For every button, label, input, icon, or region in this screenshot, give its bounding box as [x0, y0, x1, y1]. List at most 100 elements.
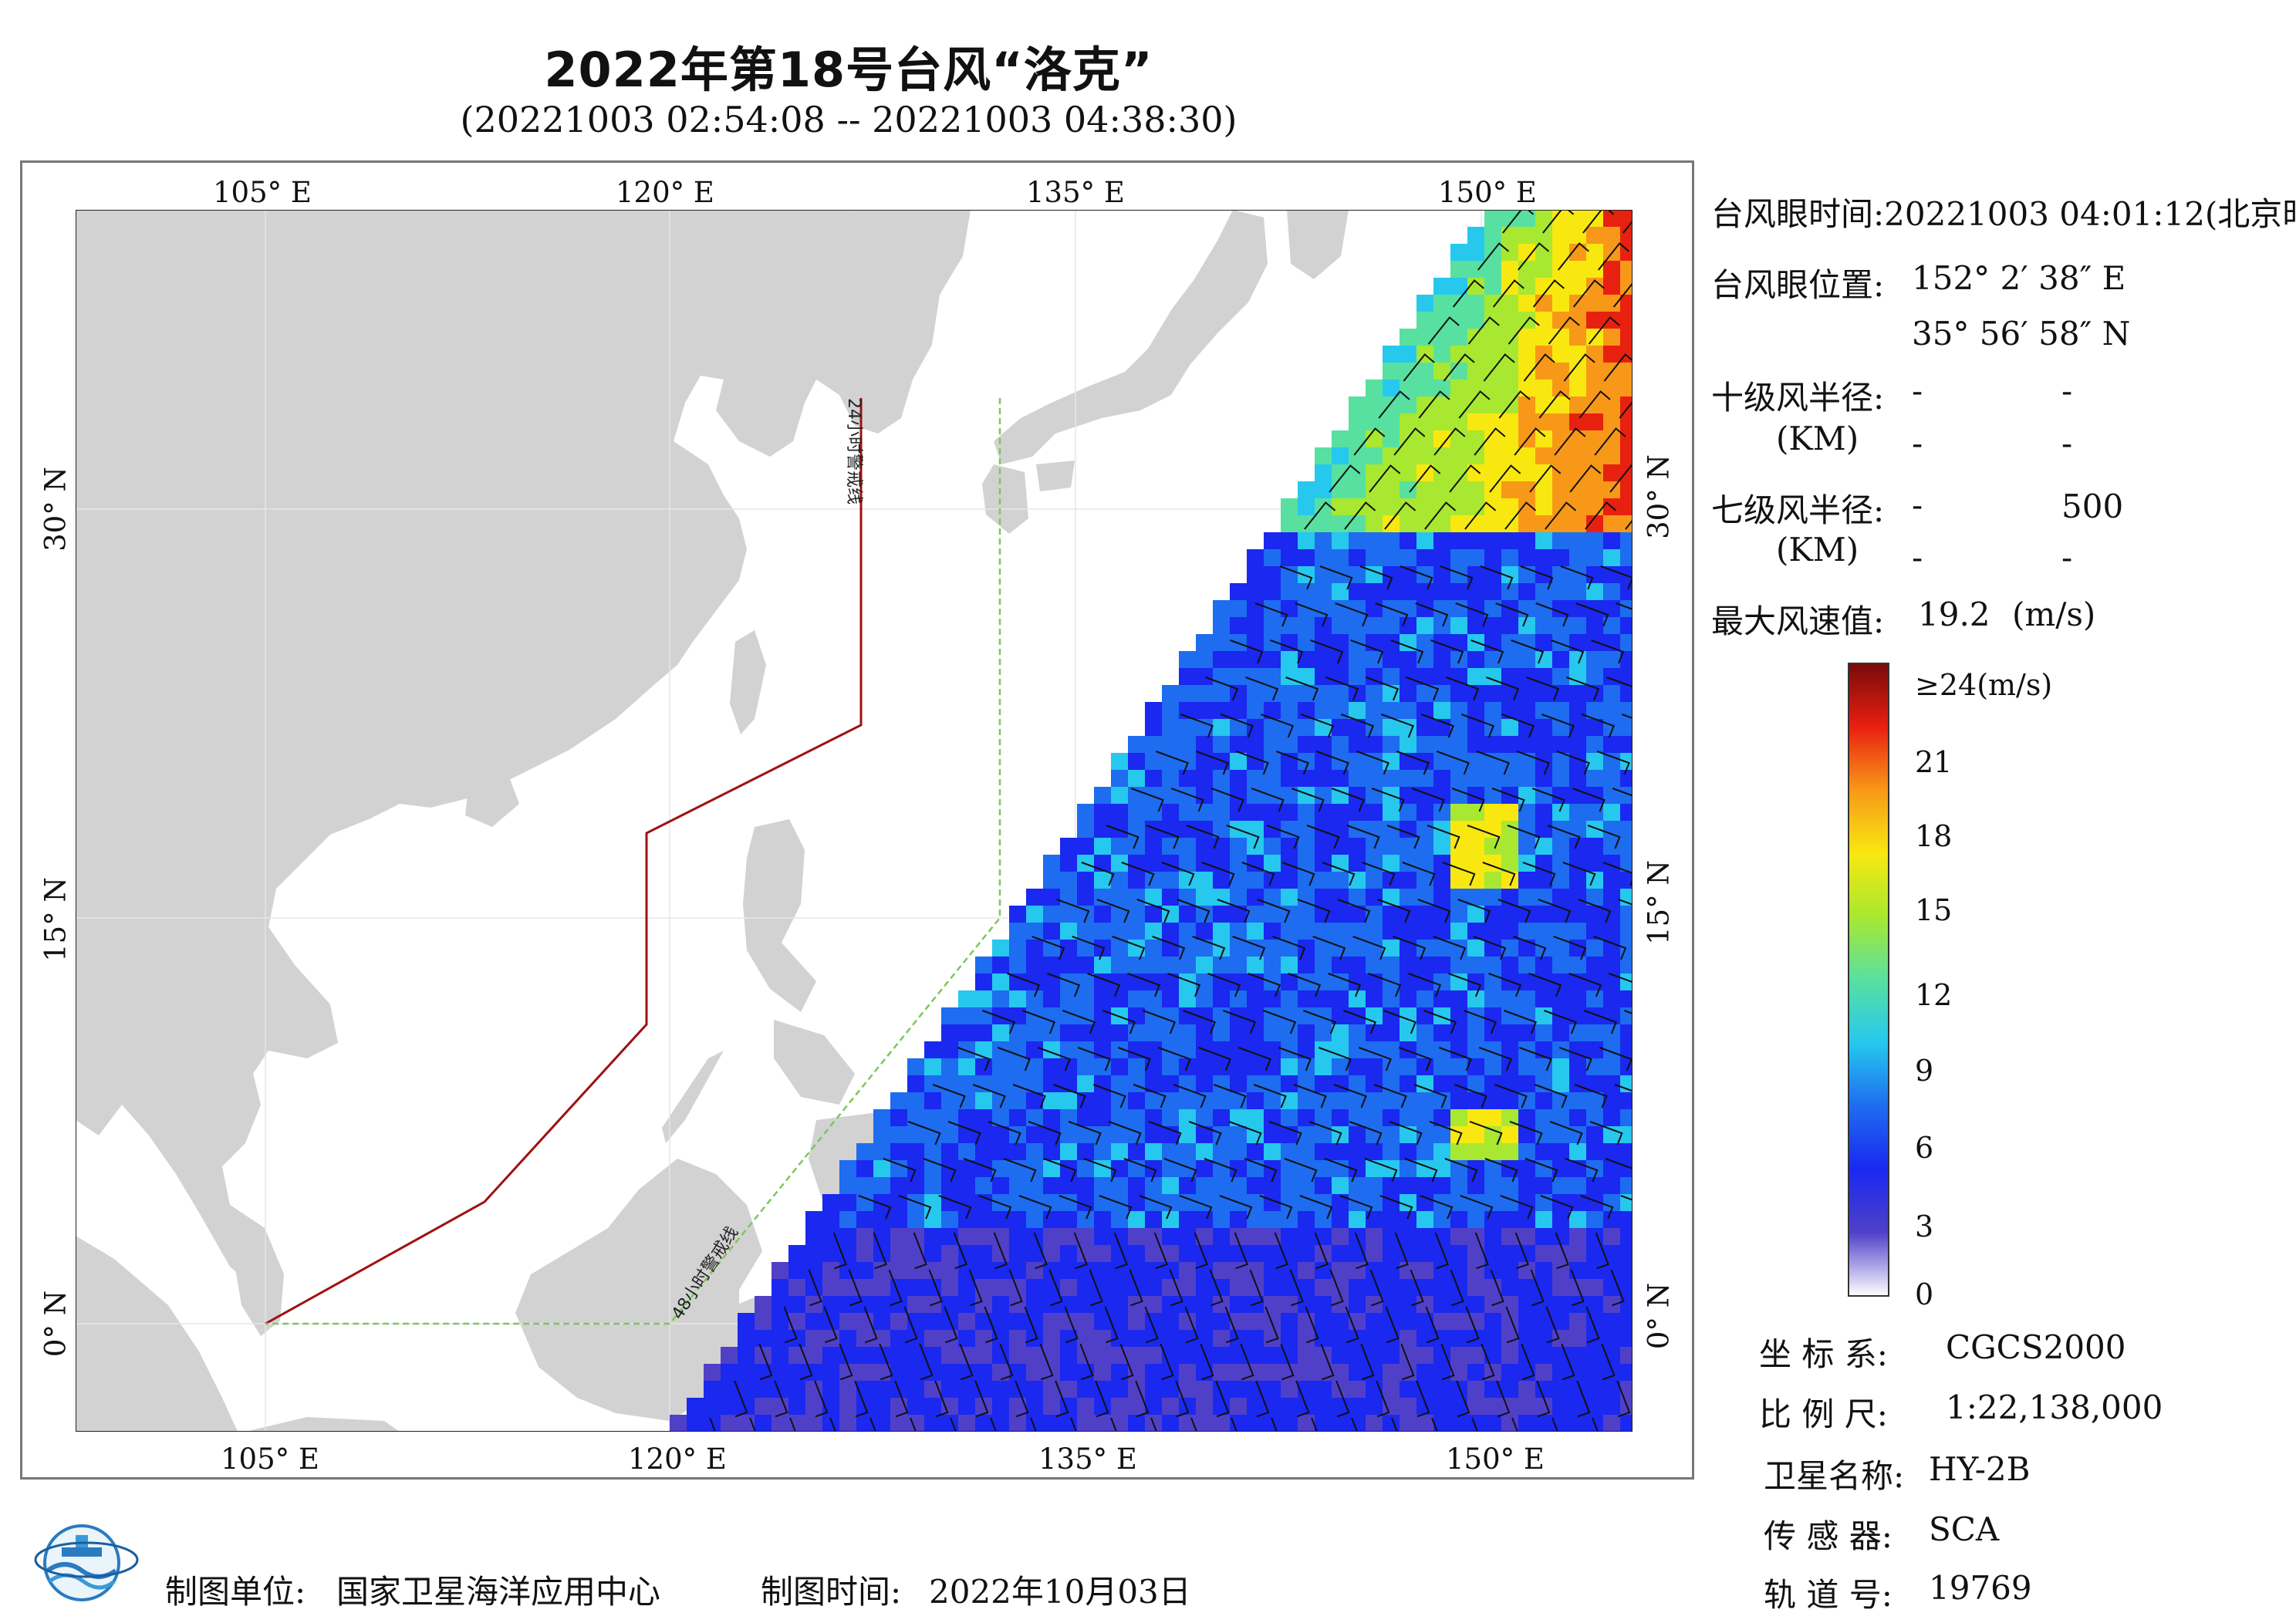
wind-barb [858, 1195, 892, 1220]
swath-cell [1501, 295, 1518, 312]
swath-cell [1247, 1126, 1264, 1143]
wind-barb [1291, 788, 1325, 812]
swath-cell [1450, 973, 1467, 990]
swath-cell [1213, 872, 1230, 889]
swath-cell [1552, 380, 1569, 396]
swath-cell [1569, 787, 1586, 804]
swath-cell [1586, 889, 1603, 906]
swath-cell [1569, 651, 1586, 668]
wind-barb [1281, 862, 1315, 886]
swath-cell [1247, 1211, 1264, 1228]
swath-cell [1366, 447, 1383, 464]
swath-cell [1349, 804, 1366, 821]
swath-cell [1603, 1228, 1620, 1245]
swath-cell [1315, 1313, 1332, 1330]
swath-cell [1467, 532, 1484, 549]
swath-cell [1298, 770, 1315, 787]
swath-cell [788, 1364, 805, 1381]
swath-cell [1128, 1075, 1145, 1092]
swath-cell [1043, 1092, 1060, 1109]
swath-cell [1450, 295, 1467, 312]
swath-cell [805, 1228, 822, 1245]
swath-cell [1196, 1177, 1213, 1194]
swath-cell [1400, 1364, 1416, 1381]
swath-cell [1450, 1194, 1467, 1211]
swath-cell [1400, 855, 1416, 872]
swath-cell [1332, 770, 1349, 787]
swath-cell [1332, 838, 1349, 855]
swath-cell [1416, 1092, 1433, 1109]
swath-cell [1569, 1296, 1586, 1313]
swath-cell [1467, 1126, 1484, 1143]
swath-cell [1128, 1364, 1145, 1381]
swath-cell [1077, 821, 1094, 838]
swath-cell [1433, 346, 1450, 363]
swath-cell [1315, 1296, 1332, 1313]
swath-cell [1349, 736, 1366, 753]
wind-barb [1331, 788, 1365, 812]
swath-cell [1145, 889, 1162, 906]
swath-cell [1264, 1109, 1281, 1126]
swath-cell [1009, 1041, 1026, 1058]
swath-cell [1298, 549, 1315, 566]
swath-cell [1349, 770, 1366, 787]
swath-cell [992, 1126, 1009, 1143]
wind-barb [1022, 1010, 1056, 1034]
swath-cell [890, 1347, 907, 1364]
swath-cell [1416, 295, 1433, 312]
swath-cell [1315, 923, 1332, 940]
swath-cell [941, 1126, 958, 1143]
wind-barb [1424, 501, 1457, 530]
swath-cell [1332, 973, 1349, 990]
swath-cell [1535, 227, 1552, 244]
swath-cell [1179, 1228, 1196, 1245]
wind-barb [1509, 1121, 1543, 1146]
swath-cell [1043, 889, 1060, 906]
swath-cell [1552, 838, 1569, 855]
wind-barb [1449, 464, 1481, 493]
swath-cell [1552, 329, 1569, 346]
wind-barb [1524, 1158, 1558, 1183]
swath-cell [1128, 1041, 1145, 1058]
swath-cell [1620, 447, 1633, 464]
wind-barb [1606, 677, 1633, 688]
swath-cell [1484, 227, 1501, 244]
swath-cell [1230, 1279, 1247, 1296]
swath-cell [1162, 1160, 1179, 1177]
swath-cell [1230, 719, 1247, 736]
swath-cell [1400, 1381, 1416, 1398]
swath-cell [1484, 1245, 1501, 1262]
swath-cell [1416, 413, 1433, 430]
swath-cell [1501, 1007, 1518, 1024]
swath-cell [992, 1279, 1009, 1296]
swath-cell [1315, 1143, 1332, 1160]
swath-cell [1366, 651, 1383, 668]
swath-cell [1332, 1296, 1349, 1313]
swath-cell [1620, 1381, 1633, 1398]
swath-cell [1213, 1398, 1230, 1415]
swath-cell [1518, 549, 1535, 566]
swath-cell [1196, 1279, 1213, 1296]
swath-cell [1230, 1381, 1247, 1398]
swath-cell [1620, 1347, 1633, 1364]
swath-cell [1332, 821, 1349, 838]
swath-cell [1552, 736, 1569, 753]
swath-cell [1128, 1177, 1145, 1194]
swath-cell [1603, 227, 1620, 244]
swath-cell [1196, 1109, 1213, 1126]
swath-cell [1026, 1177, 1043, 1194]
swath-cell [1552, 1024, 1569, 1041]
swath-cell [1077, 1177, 1094, 1194]
swath-cell [1060, 1007, 1077, 1024]
swath-cell [1383, 532, 1400, 549]
swath-cell [1484, 1177, 1501, 1194]
wind-barb [1398, 1047, 1432, 1071]
swath-cell [1450, 1058, 1467, 1075]
swath-cell [1484, 413, 1501, 430]
wind-barb [1104, 1306, 1119, 1344]
swath-cell [839, 1177, 856, 1194]
swath-cell [1043, 1415, 1060, 1432]
map-title: 2022年第18号台风“洛克” [544, 42, 1153, 98]
swath-cell [1077, 1296, 1094, 1313]
swath-cell [1416, 396, 1433, 413]
